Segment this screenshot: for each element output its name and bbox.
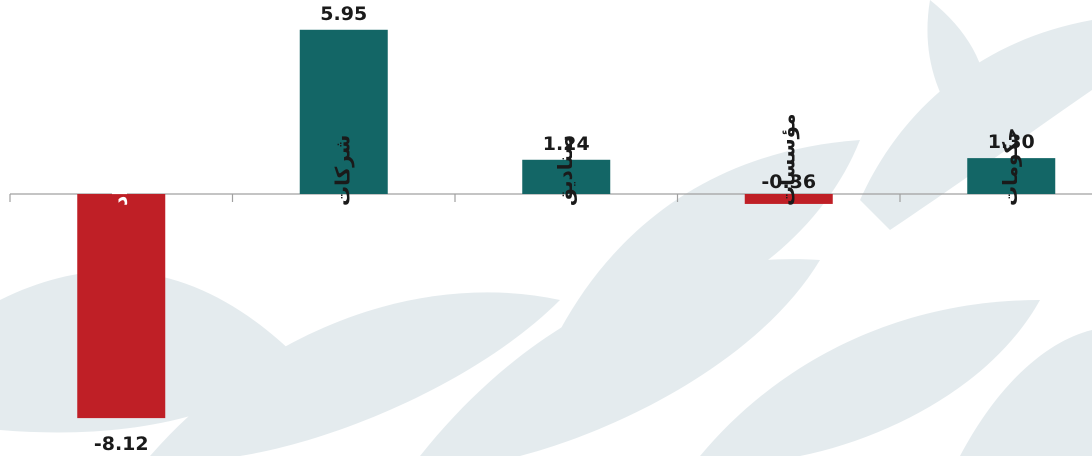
bar xyxy=(967,158,1056,194)
watermark-leaf xyxy=(700,300,1040,456)
category-label: حكومات xyxy=(998,127,1022,206)
bar xyxy=(522,159,611,194)
category-label: شرکات xyxy=(330,135,354,206)
watermark-leaf xyxy=(150,292,560,456)
bars-layer xyxy=(77,29,1056,419)
watermark-leaf xyxy=(927,0,988,150)
category-label: صناديق xyxy=(553,135,577,206)
watermark-leaf xyxy=(420,259,820,456)
bar xyxy=(299,29,388,195)
category-label: افراد xyxy=(108,156,132,206)
data-label: 1.24 xyxy=(543,133,590,155)
data-label: -0.36 xyxy=(761,171,816,193)
watermark-leaf xyxy=(960,330,1092,456)
data-label: 1.30 xyxy=(988,131,1035,153)
bar xyxy=(744,194,833,204)
data-label: 5.95 xyxy=(320,3,367,25)
category-label: مؤسسات xyxy=(775,113,799,206)
data-label: -8.12 xyxy=(94,433,149,455)
bar xyxy=(77,194,166,419)
watermark-leaf xyxy=(560,140,860,340)
